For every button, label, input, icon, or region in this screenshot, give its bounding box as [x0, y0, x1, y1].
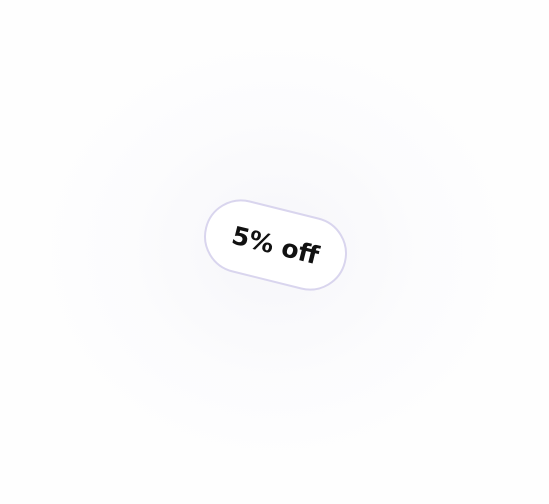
- discount-badge-label: 5% off: [229, 220, 322, 270]
